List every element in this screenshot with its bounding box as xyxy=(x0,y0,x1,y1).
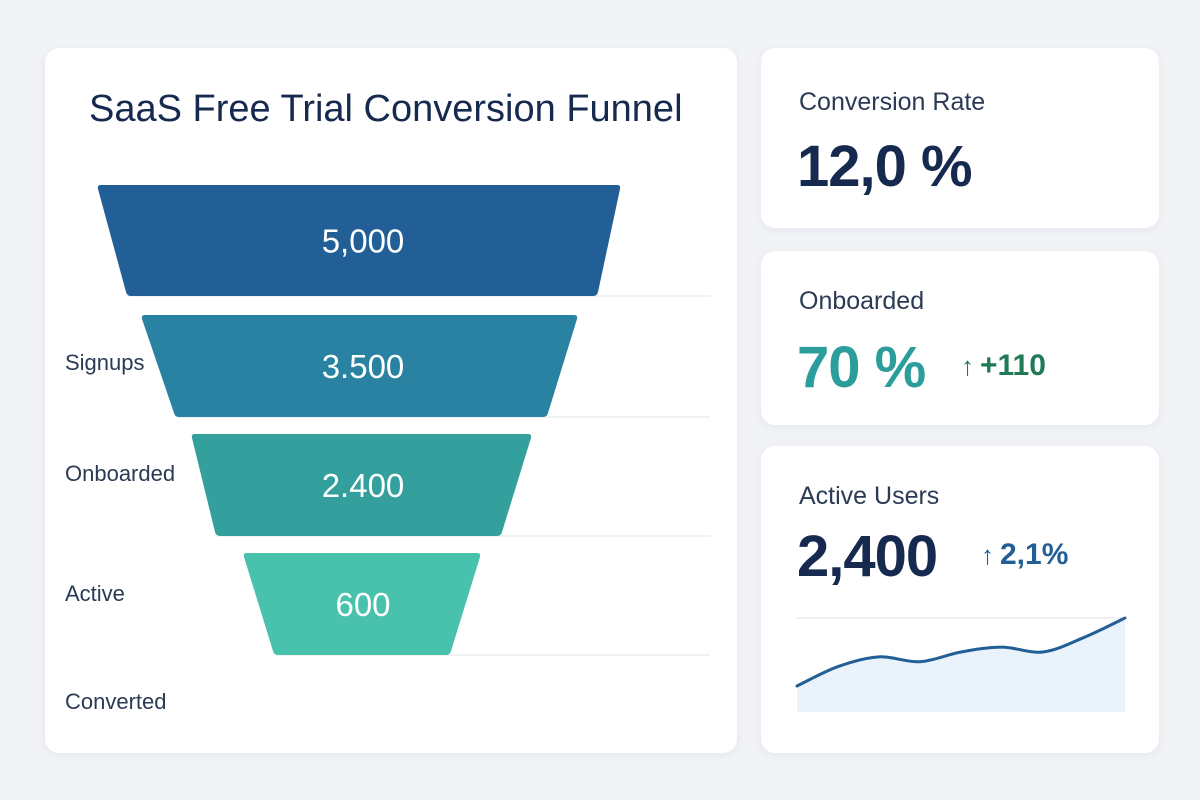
active-users-label: Active Users xyxy=(799,482,940,510)
funnel-stage-3 xyxy=(191,434,532,536)
sparkline-area xyxy=(797,618,1125,712)
active-users-sparkline xyxy=(795,616,1127,712)
funnel-stage-2 xyxy=(141,315,578,417)
onboarded-label: Onboarded xyxy=(799,287,925,315)
active-users-delta-value: 2,1% xyxy=(1000,538,1069,571)
onboarded-card: Onboarded 70 % ↑ +110 xyxy=(761,251,1159,425)
funnel-stage-label-2: Signups xyxy=(65,350,145,375)
funnel-card: SaaS Free Trial Conversion Funnel 5,000 3… xyxy=(45,48,737,753)
funnel-stage-4 xyxy=(243,553,481,655)
conversion-rate-value: 12,0 % xyxy=(797,134,973,199)
funnel-stage-1 xyxy=(97,185,621,296)
active-users-card: Active Users 2,400 ↑ 2,1% xyxy=(761,446,1159,753)
funnel-stage-value-4: 600 xyxy=(335,586,390,623)
onboarded-value: 70 % xyxy=(797,335,926,400)
funnel-stage-value-3: 2.400 xyxy=(322,467,405,504)
funnel-stage-label-4: Active xyxy=(65,581,125,606)
conversion-rate-label: Conversion Rate xyxy=(799,88,986,116)
funnel-stage-label-3: Onboarded xyxy=(65,461,175,486)
active-users-delta: ↑ 2,1% xyxy=(981,540,1068,570)
active-users-value: 2,400 xyxy=(797,524,938,589)
onboarded-delta-value: +110 xyxy=(980,349,1046,382)
funnel-chart: 5,000 3.500 Signups 2.400 Onboarded 600 Active… xyxy=(65,185,710,714)
chart-title: SaaS Free Trial Conversion Funnel xyxy=(89,88,683,130)
onboarded-delta: ↑ +110 xyxy=(961,351,1046,381)
funnel-trailing-label: Converted xyxy=(65,689,167,714)
arrow-up-icon: ↑ xyxy=(981,540,994,570)
sparkline-line xyxy=(795,616,1127,688)
funnel-stage-value-1: 5,000 xyxy=(322,223,405,260)
conversion-rate-card: Conversion Rate 12,0 % xyxy=(761,48,1159,228)
arrow-up-icon: ↑ xyxy=(961,351,974,381)
funnel-stage-value-2: 3.500 xyxy=(322,348,405,385)
